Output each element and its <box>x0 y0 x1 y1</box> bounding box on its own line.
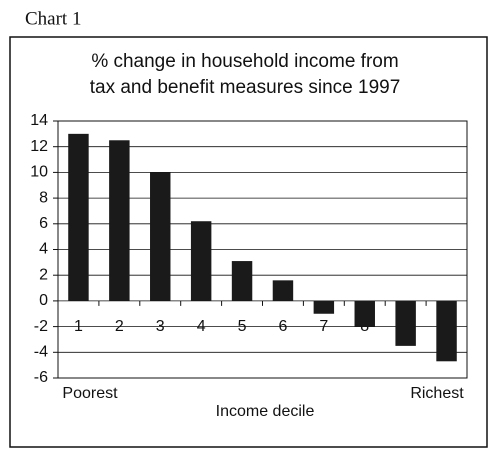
x-tick-label: 8 <box>360 318 369 335</box>
y-tick-label: -4 <box>34 344 48 361</box>
x-tick-label: 7 <box>319 318 328 335</box>
x-tick-label: 1 <box>74 318 83 335</box>
bar <box>395 300 416 346</box>
annotation: Poorest <box>62 385 118 402</box>
y-tick-label: -6 <box>34 369 48 386</box>
bar <box>190 221 212 301</box>
y-tick-label: 6 <box>39 215 48 232</box>
bar <box>68 133 89 301</box>
x-axis-label: Income decile <box>216 403 315 420</box>
y-tick-label: 0 <box>39 292 48 309</box>
chart-label: Chart 1 <box>25 8 81 29</box>
y-tick-label: 4 <box>39 241 48 258</box>
y-tick-label: 8 <box>39 189 48 206</box>
chart-title: tax and benefit measures since 1997 <box>90 77 401 98</box>
y-tick-label: -2 <box>34 318 48 335</box>
x-tick-label: 2 <box>115 318 124 335</box>
x-tick-label: 4 <box>197 318 206 335</box>
bar <box>436 300 457 362</box>
bar <box>150 172 171 301</box>
frame <box>9 36 488 448</box>
x-tick-label: 3 <box>156 318 165 335</box>
x-tick-label: 5 <box>238 318 247 335</box>
bar <box>313 300 335 314</box>
chart-title: % change in household income from <box>91 51 398 72</box>
x-tick-label: 6 <box>278 318 287 335</box>
y-tick-label: 10 <box>30 164 48 181</box>
y-tick-label: 12 <box>30 138 48 155</box>
y-tick-label: 14 <box>30 112 48 129</box>
bar <box>231 261 253 301</box>
bar <box>354 300 375 327</box>
annotation: Richest <box>410 385 464 402</box>
y-tick-label: 2 <box>39 266 48 283</box>
bar <box>109 140 130 301</box>
bar <box>272 280 294 301</box>
